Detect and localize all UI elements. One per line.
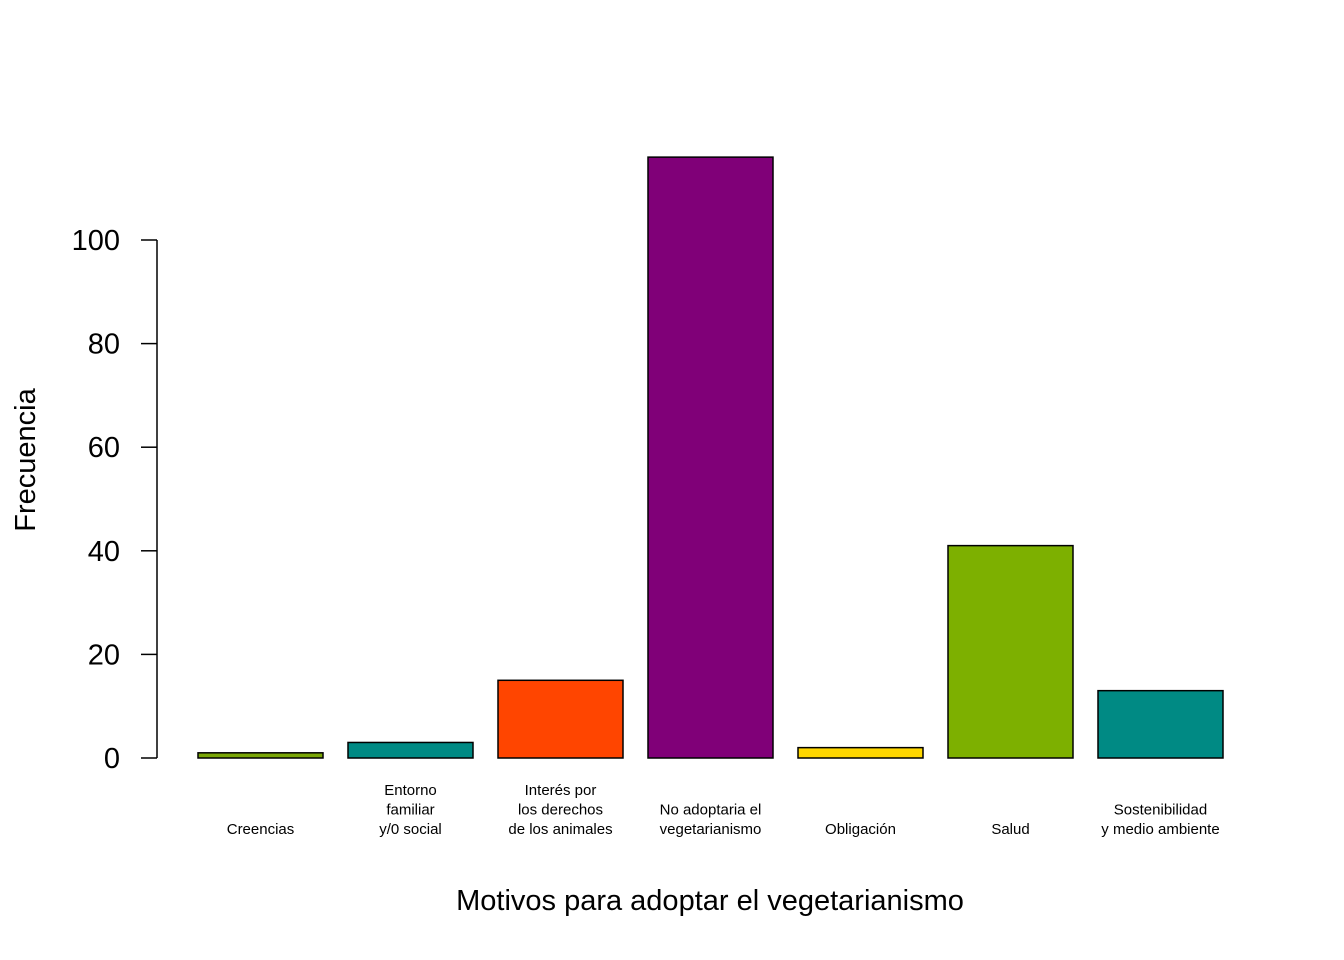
bar [797,746,924,759]
bar [347,741,474,759]
category-label: familiar [386,802,434,819]
category-label: Creencias [227,821,295,838]
x-axis-title: Motivos para adoptar el vegetarianismo [456,885,964,917]
y-axis-title: Frecuencia [10,387,42,531]
y-axis: 0 20 40 60 80 100 [72,225,158,775]
category-label: No adoptaria el [660,802,762,819]
y-tick-label: 100 [72,225,120,257]
category-label: de los animales [508,821,612,838]
y-tick-label: 80 [88,329,120,361]
bar [647,156,774,759]
category-labels: Creencias Entorno familiar y/0 social Interé… [227,782,1220,838]
category-label: y/0 social [379,821,442,838]
y-tick-label: 0 [104,743,120,775]
bar [497,679,624,759]
y-tick-label: 20 [88,639,120,671]
bar [1097,689,1224,759]
bars [197,156,1224,759]
category-label: Obligación [825,821,896,838]
category-label: Entorno [384,782,437,799]
category-label: vegetarianismo [660,821,762,838]
category-label: los derechos [518,802,603,819]
bar [947,544,1074,759]
category-label: Sostenibilidad [1114,802,1207,819]
category-label: Salud [991,821,1029,838]
category-label: y medio ambiente [1101,821,1219,838]
y-tick-label: 60 [88,432,120,464]
bar [197,752,324,759]
y-tick-label: 40 [88,536,120,568]
category-label: Interés por [525,782,597,799]
